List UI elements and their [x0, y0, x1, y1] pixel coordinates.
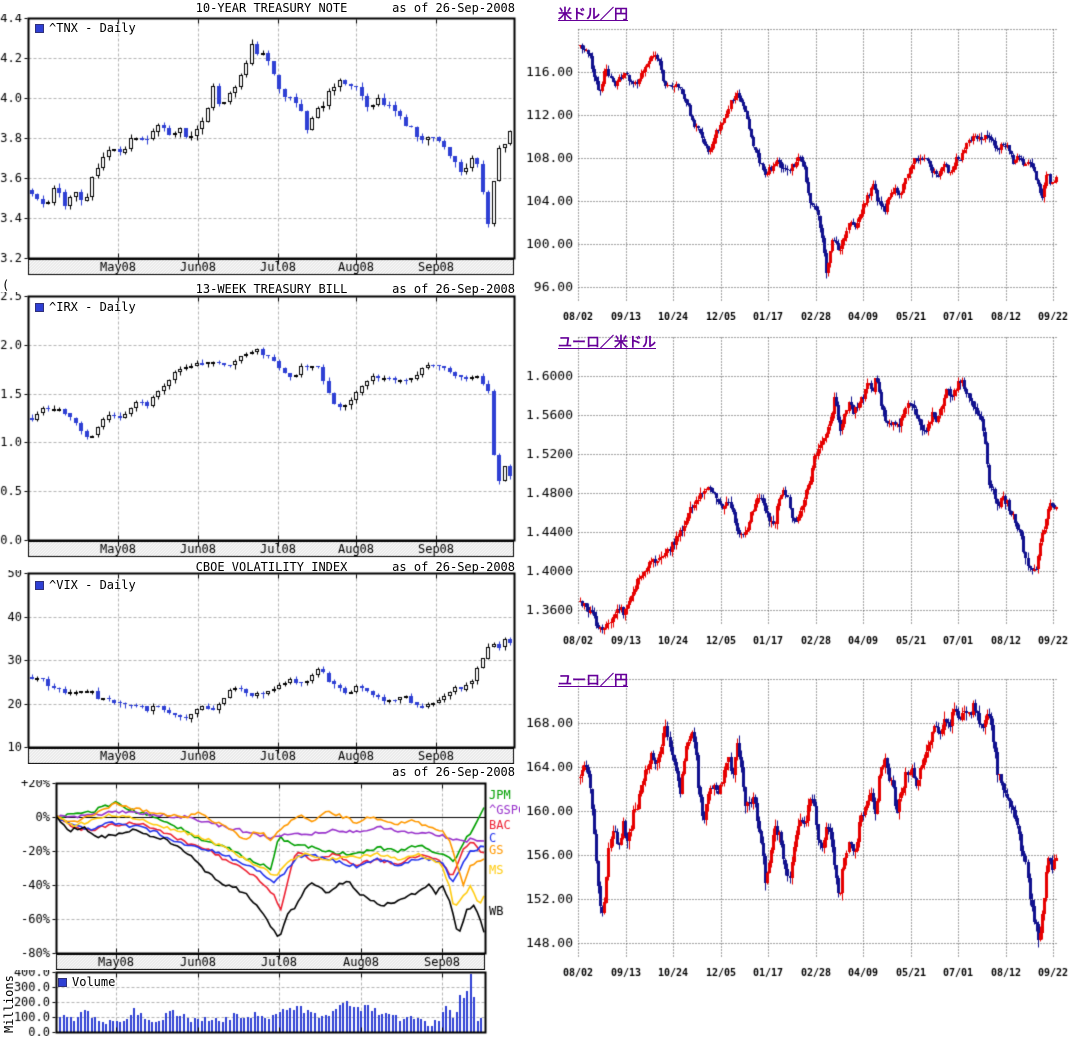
- tnx-chart-canvas: [0, 14, 520, 278]
- volume-legend: Volume: [58, 975, 115, 989]
- irx-legend-swatch-icon: [35, 302, 44, 312]
- tnx-legend-label: ^TNX - Daily: [49, 21, 136, 35]
- irx-legend: ^IRX - Daily: [35, 300, 136, 314]
- banks-as-of-label: as of 26-Sep-2008: [392, 765, 515, 779]
- vix-chart-title: CBOE VOLATILITY INDEX: [195, 560, 348, 574]
- tnx-chart-title: 10-YEAR TREASURY NOTE: [195, 1, 348, 15]
- volume-legend-swatch-icon: [58, 977, 67, 987]
- usdjpy-link[interactable]: 米ドル／円: [558, 7, 628, 23]
- vix-legend: ^VIX - Daily: [35, 578, 136, 592]
- tnx-legend: ^TNX - Daily: [35, 21, 136, 35]
- eurusd-link[interactable]: ユーロ／米ドル: [558, 335, 656, 351]
- usdjpy-chart-canvas: [520, 20, 1079, 320]
- volume-legend-label: Volume: [72, 975, 116, 989]
- vix-as-of-label: as of 26-Sep-2008: [392, 560, 515, 574]
- eurjpy-chart-canvas: [520, 672, 1079, 984]
- banks-comparison-canvas: [0, 780, 520, 970]
- vix-legend-label: ^VIX - Daily: [49, 578, 136, 592]
- vix-chart-canvas: [0, 570, 520, 764]
- irx-legend-label: ^IRX - Daily: [49, 300, 136, 314]
- irx-as-of-label: as of 26-Sep-2008: [392, 282, 515, 296]
- clipped-copyright-glyph: (: [2, 278, 10, 292]
- irx-chart-canvas: [0, 292, 520, 558]
- volume-axis-title: Millions: [2, 975, 16, 1033]
- vix-title-strip: CBOE VOLATILITY INDEX as of 26-Sep-2008: [28, 560, 515, 574]
- irx-chart-title: 13-WEEK TREASURY BILL: [195, 282, 348, 296]
- irx-title-strip: 13-WEEK TREASURY BILL as of 26-Sep-2008: [28, 282, 515, 296]
- eurjpy-link[interactable]: ユーロ／円: [558, 673, 628, 689]
- vix-legend-swatch-icon: [35, 580, 44, 590]
- tnx-title-strip: 10-YEAR TREASURY NOTE as of 26-Sep-2008: [28, 1, 515, 15]
- tnx-legend-swatch-icon: [35, 23, 44, 33]
- banks-title-strip: as of 26-Sep-2008: [28, 765, 515, 779]
- volume-chart-canvas: [0, 970, 520, 1036]
- tnx-as-of-label: as of 26-Sep-2008: [392, 1, 515, 15]
- eurusd-chart-canvas: [520, 336, 1079, 652]
